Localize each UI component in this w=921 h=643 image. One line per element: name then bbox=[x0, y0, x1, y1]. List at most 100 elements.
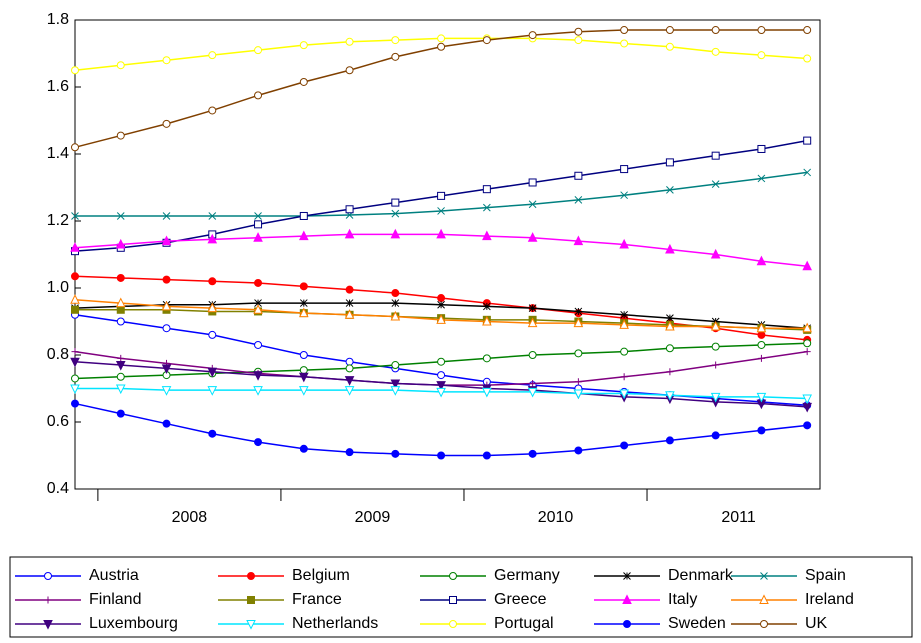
y-tick-label: 1.6 bbox=[47, 78, 69, 95]
marker bbox=[345, 37, 354, 46]
marker bbox=[299, 444, 308, 453]
marker bbox=[345, 299, 354, 307]
marker bbox=[574, 349, 583, 358]
marker bbox=[573, 317, 584, 328]
marker bbox=[391, 52, 400, 61]
marker bbox=[665, 344, 674, 353]
marker bbox=[757, 144, 766, 153]
marker bbox=[666, 368, 674, 376]
marker bbox=[391, 198, 400, 207]
marker bbox=[711, 26, 720, 35]
marker bbox=[665, 243, 675, 254]
marker bbox=[436, 228, 446, 239]
marker bbox=[527, 387, 538, 398]
marker bbox=[254, 46, 263, 55]
marker bbox=[344, 386, 355, 396]
marker bbox=[345, 205, 354, 214]
marker bbox=[254, 91, 263, 100]
marker bbox=[437, 207, 445, 215]
marker bbox=[757, 26, 766, 35]
marker bbox=[710, 320, 721, 331]
marker bbox=[117, 354, 125, 362]
marker bbox=[391, 36, 400, 45]
marker bbox=[574, 36, 583, 45]
x-tick-label: 2011 bbox=[721, 509, 756, 526]
marker bbox=[711, 342, 720, 351]
marker bbox=[619, 319, 629, 329]
marker bbox=[803, 136, 812, 145]
marker bbox=[71, 399, 79, 408]
marker bbox=[208, 277, 217, 286]
marker bbox=[253, 304, 263, 314]
marker bbox=[115, 238, 126, 249]
marker bbox=[574, 378, 582, 386]
marker bbox=[162, 56, 171, 65]
marker bbox=[803, 348, 811, 356]
marker bbox=[71, 212, 79, 220]
marker bbox=[711, 431, 720, 440]
marker bbox=[527, 232, 538, 242]
marker bbox=[482, 36, 491, 45]
marker bbox=[760, 620, 768, 628]
marker bbox=[619, 389, 629, 400]
legend-label: Finland bbox=[89, 591, 141, 608]
marker bbox=[574, 171, 583, 180]
marker bbox=[574, 446, 583, 455]
marker bbox=[345, 364, 354, 373]
marker bbox=[208, 212, 217, 220]
marker bbox=[437, 300, 445, 309]
marker bbox=[71, 305, 79, 314]
marker bbox=[482, 230, 492, 241]
marker bbox=[620, 373, 628, 381]
legend-label: Greece bbox=[494, 591, 547, 608]
marker bbox=[116, 372, 125, 381]
marker bbox=[665, 436, 674, 445]
marker bbox=[760, 572, 768, 580]
x-tick-label: 2010 bbox=[538, 509, 574, 526]
marker bbox=[710, 248, 721, 259]
marker bbox=[161, 364, 172, 375]
marker bbox=[712, 361, 720, 369]
marker bbox=[802, 260, 812, 271]
marker bbox=[574, 196, 583, 204]
marker bbox=[247, 596, 255, 604]
marker bbox=[391, 361, 400, 370]
marker bbox=[115, 384, 126, 395]
marker bbox=[437, 357, 446, 366]
marker bbox=[757, 51, 766, 60]
legend-box bbox=[9, 556, 913, 638]
marker bbox=[620, 165, 629, 174]
marker bbox=[207, 386, 218, 396]
y-tick-label: 0.8 bbox=[47, 346, 69, 363]
marker bbox=[528, 351, 537, 359]
marker bbox=[254, 220, 263, 229]
marker bbox=[436, 381, 446, 391]
marker bbox=[116, 61, 125, 70]
marker bbox=[711, 151, 720, 160]
marker bbox=[207, 302, 218, 313]
marker bbox=[483, 203, 491, 212]
y-tick-label: 1.8 bbox=[47, 11, 69, 28]
marker bbox=[116, 131, 125, 140]
marker bbox=[802, 394, 812, 405]
marker bbox=[162, 275, 171, 284]
legend-label: Netherlands bbox=[292, 615, 378, 632]
marker bbox=[437, 294, 446, 303]
marker bbox=[620, 441, 629, 450]
marker bbox=[70, 294, 80, 304]
legend-label: Belgium bbox=[292, 567, 350, 584]
marker bbox=[344, 376, 355, 386]
marker bbox=[482, 451, 491, 460]
marker bbox=[437, 451, 446, 460]
marker bbox=[345, 285, 354, 294]
marker bbox=[162, 212, 171, 220]
marker bbox=[482, 315, 492, 326]
legend-label: UK bbox=[805, 615, 828, 632]
marker bbox=[208, 106, 217, 115]
marker bbox=[390, 228, 401, 239]
legend-label: Germany bbox=[494, 567, 560, 584]
y-tick-label: 1.0 bbox=[47, 279, 69, 296]
marker bbox=[437, 191, 446, 200]
marker bbox=[482, 387, 492, 398]
marker bbox=[483, 302, 491, 311]
